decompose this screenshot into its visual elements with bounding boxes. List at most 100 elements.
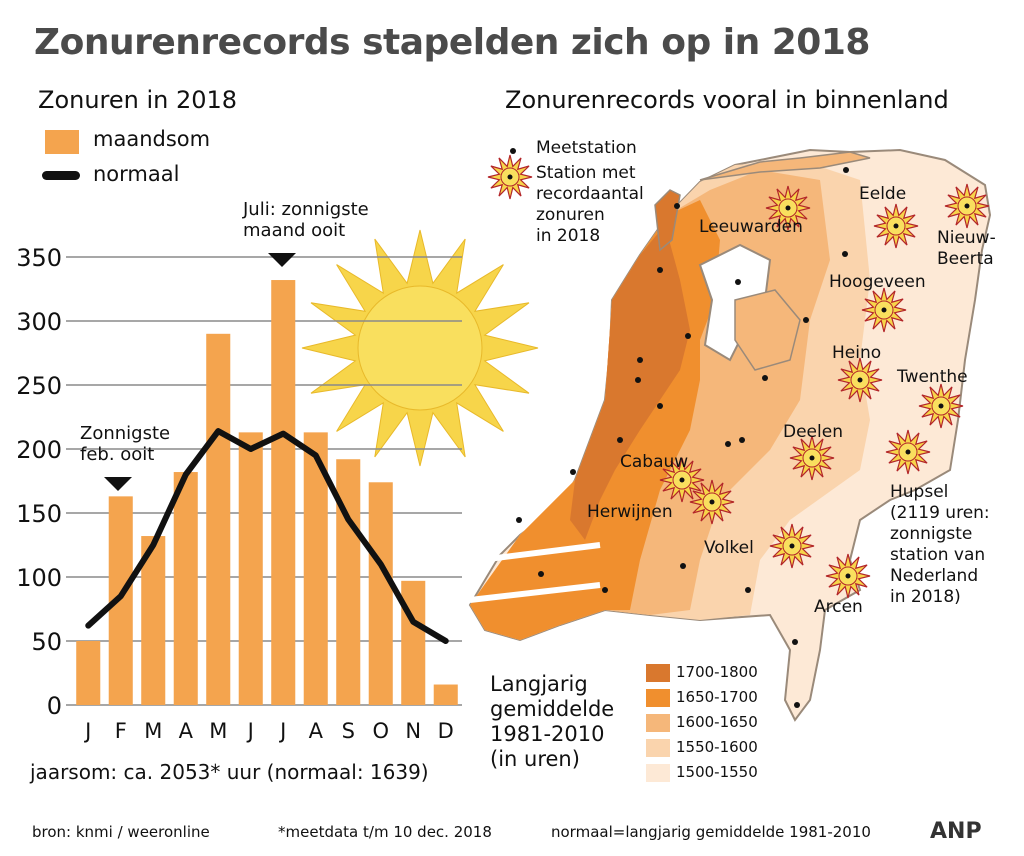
bar — [368, 482, 393, 705]
x-tick-label: O — [372, 719, 389, 743]
line-legend-label: normaal — [93, 162, 180, 186]
x-tick-label: N — [405, 719, 421, 743]
footer-measure-note: *meetdata t/m 10 dec. 2018 — [278, 823, 492, 841]
footer-normal-note: normaal=langjarig gemiddelde 1981-2010 — [551, 823, 871, 841]
chart-subtitle: Zonuren in 2018 — [38, 86, 238, 114]
station-deelen: Deelen — [783, 422, 843, 442]
station-dot — [570, 469, 576, 475]
legend-record-label: Station met recordaantal zonuren in 2018 — [536, 163, 644, 246]
record-sun-icon — [769, 523, 815, 569]
bar-legend-label: maandsom — [93, 127, 211, 151]
y-tick-label: 50 — [31, 628, 62, 656]
x-tick-label: J — [278, 719, 286, 743]
x-tick-label: D — [438, 719, 454, 743]
record-sun-icon — [885, 429, 931, 475]
station-dot — [657, 267, 663, 273]
y-tick-label: 0 — [47, 692, 62, 720]
anp-logo: ANP — [930, 819, 982, 844]
bar — [238, 432, 263, 705]
station-dot — [637, 357, 643, 363]
bar — [336, 459, 361, 705]
map-zeeland-water — [469, 542, 601, 603]
station-dot — [739, 437, 745, 443]
station-volkel: Volkel — [704, 538, 754, 558]
station-dot — [725, 441, 731, 447]
y-axis-ticks: 0 50 100 150 200 250 300 350 — [16, 244, 62, 720]
station-nieuw-beerta: Nieuw- Beerta — [937, 228, 996, 269]
legend-station-dot — [510, 148, 516, 154]
line-legend-swatch — [42, 171, 80, 180]
record-sun-icon — [873, 203, 919, 249]
bar — [433, 684, 458, 705]
netherlands-map — [468, 148, 992, 722]
y-tick-label: 350 — [16, 244, 62, 272]
bar — [206, 333, 231, 705]
map-band-1700 — [570, 225, 690, 540]
x-tick-label: A — [309, 719, 324, 743]
bar — [271, 280, 296, 705]
map-subtitle: Zonurenrecords vooral in binnenland — [505, 86, 949, 114]
record-sun-icon — [837, 357, 883, 403]
key-swatch-1550 — [646, 739, 670, 757]
bar — [173, 472, 198, 705]
key-label-1500: 1500-1550 — [676, 763, 758, 781]
legend-record-sun-icon — [487, 154, 533, 200]
x-tick-label: A — [179, 719, 194, 743]
station-hoogeveen: Hoogeveen — [829, 272, 926, 292]
map-wadden — [699, 151, 871, 181]
legend-station-label: Meetstation — [536, 138, 637, 158]
y-tick-label: 300 — [16, 308, 62, 336]
x-tick-label: S — [342, 719, 355, 743]
legend-sun-icon — [487, 154, 533, 200]
station-eelde: Eelde — [859, 184, 907, 204]
x-tick-label: M — [144, 719, 162, 743]
bar — [76, 641, 101, 705]
key-label-1550: 1550-1600 — [676, 738, 758, 756]
station-dot — [680, 563, 686, 569]
record-sun-icon — [918, 383, 964, 429]
record-sun-icon — [861, 287, 907, 333]
key-swatch-1500 — [646, 764, 670, 782]
station-dot — [685, 333, 691, 339]
x-tick-label: J — [246, 719, 254, 743]
map-island-texel — [654, 189, 681, 252]
key-label-1650: 1650-1700 — [676, 688, 758, 706]
station-dot — [516, 517, 522, 523]
station-dot — [657, 403, 663, 409]
station-dot — [843, 167, 849, 173]
x-tick-label: J — [83, 719, 91, 743]
record-sun-icon — [825, 553, 871, 599]
map-key-title: Langjarig gemiddelde 1981-2010 (in uren) — [490, 672, 615, 771]
station-dot — [674, 203, 680, 209]
station-dot — [538, 571, 544, 577]
footer-source: bron: knmi / weeronline — [32, 823, 210, 841]
record-sun-icon — [944, 183, 990, 229]
record-sun-icon — [789, 435, 835, 481]
station-dot — [617, 437, 623, 443]
station-cabauw: Cabauw — [620, 452, 689, 472]
page-title: Zonurenrecords stapelden zich op in 2018 — [34, 22, 870, 63]
station-herwijnen: Herwijnen — [587, 502, 673, 522]
key-label-1600: 1600-1650 — [676, 713, 758, 731]
station-dot — [792, 639, 798, 645]
station-dot — [803, 317, 809, 323]
normal-line — [85, 428, 449, 644]
station-twenthe: Twenthe — [897, 367, 968, 387]
station-leeuwarden: Leeuwarden — [699, 217, 803, 237]
station-dot — [735, 279, 741, 285]
sun-icon — [301, 229, 539, 467]
record-sun-icon — [689, 479, 735, 525]
key-swatch-1700 — [646, 664, 670, 682]
station-dot — [762, 375, 768, 381]
y-tick-label: 250 — [16, 372, 62, 400]
station-dot — [794, 702, 800, 708]
station-dot — [842, 251, 848, 257]
station-heino: Heino — [832, 343, 882, 363]
record-stations — [659, 183, 990, 599]
key-swatch-1650 — [646, 689, 670, 707]
y-tick-label: 150 — [16, 500, 62, 528]
bar — [401, 580, 426, 705]
record-sun-icon — [765, 185, 811, 231]
